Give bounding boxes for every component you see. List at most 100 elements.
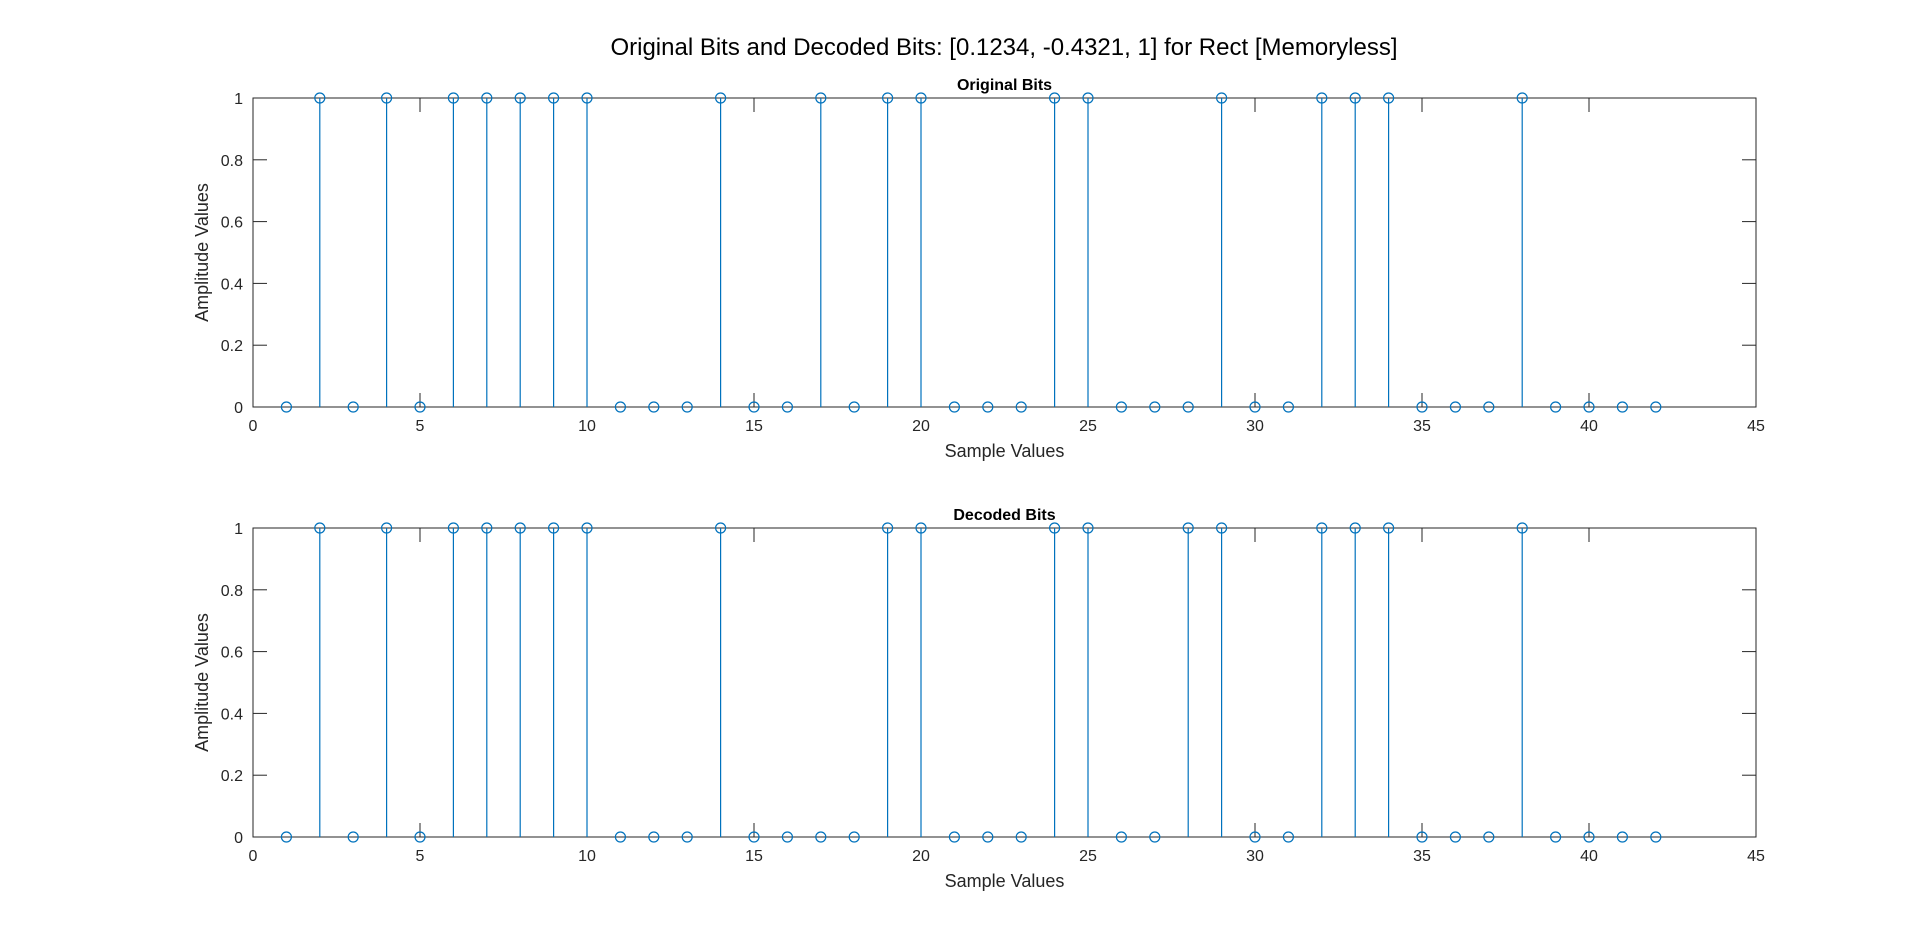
x-axis-label: Sample Values xyxy=(945,441,1065,461)
stem-marker xyxy=(1082,92,1094,104)
stem-marker xyxy=(581,92,593,104)
stem-marker xyxy=(1115,831,1128,843)
stem-marker xyxy=(1249,831,1261,843)
stem-marker xyxy=(781,831,794,843)
stem-marker xyxy=(514,92,526,104)
stem-marker xyxy=(815,831,827,843)
stem-marker xyxy=(1650,831,1662,843)
stem-marker xyxy=(648,831,660,843)
y-tick-label: 0.4 xyxy=(221,276,243,293)
stem-marker xyxy=(648,401,660,413)
y-tick-label: 0.6 xyxy=(221,645,243,662)
stem-marker xyxy=(1516,522,1528,534)
stem-marker xyxy=(347,401,359,413)
stem-marker xyxy=(915,522,927,534)
subplot-title: Decoded Bits xyxy=(953,507,1055,524)
x-tick-label: 40 xyxy=(1580,848,1598,865)
subplot-title: Original Bits xyxy=(957,77,1052,94)
stem-marker xyxy=(1015,831,1027,843)
stem-marker xyxy=(1483,401,1495,413)
y-tick-label: 0.8 xyxy=(221,583,243,600)
stem-marker xyxy=(1282,401,1295,413)
stem-marker xyxy=(381,522,393,534)
stem-marker xyxy=(381,92,393,104)
stem-marker xyxy=(1382,522,1395,534)
stem-marker xyxy=(781,401,794,413)
y-tick-label: 0.2 xyxy=(221,768,243,785)
stem-marker xyxy=(1215,522,1228,534)
x-tick-label: 0 xyxy=(249,848,258,865)
stem-marker xyxy=(447,522,459,534)
y-tick-label: 1 xyxy=(234,521,243,538)
stem-marker xyxy=(1483,831,1495,843)
stem-marker xyxy=(614,401,627,413)
x-tick-label: 25 xyxy=(1079,418,1097,435)
x-tick-label: 15 xyxy=(745,418,763,435)
stem-marker xyxy=(1048,92,1061,104)
stem-marker xyxy=(1616,831,1629,843)
stem-marker xyxy=(1416,401,1428,413)
stem-marker xyxy=(848,831,860,843)
x-tick-label: 35 xyxy=(1413,848,1431,865)
stem-marker xyxy=(1416,831,1428,843)
stem-marker xyxy=(547,522,560,534)
stem-marker xyxy=(1149,831,1161,843)
stem-marker xyxy=(1650,401,1662,413)
stem-marker xyxy=(1349,522,1361,534)
x-tick-label: 15 xyxy=(745,848,763,865)
x-axis-label: Sample Values xyxy=(945,871,1065,891)
stem-marker xyxy=(1316,522,1328,534)
stem-marker xyxy=(848,401,860,413)
stem-marker xyxy=(1449,831,1462,843)
stem-marker xyxy=(881,92,894,104)
stem-marker xyxy=(681,401,693,413)
stem-marker xyxy=(347,831,359,843)
stem-marker xyxy=(1149,401,1161,413)
y-tick-label: 1 xyxy=(234,91,243,108)
stem-marker xyxy=(581,522,593,534)
stem-marker xyxy=(1048,522,1061,534)
x-tick-label: 30 xyxy=(1246,848,1264,865)
x-tick-label: 0 xyxy=(249,418,258,435)
stem-marker xyxy=(280,831,292,843)
stem-marker xyxy=(714,522,727,534)
x-tick-label: 20 xyxy=(912,418,930,435)
y-tick-label: 0 xyxy=(234,400,243,417)
x-tick-label: 20 xyxy=(912,848,930,865)
stem-marker xyxy=(915,92,927,104)
stem-marker xyxy=(1382,92,1395,104)
stem-marker xyxy=(982,401,994,413)
stem-marker xyxy=(881,522,894,534)
stem-marker xyxy=(1015,401,1027,413)
subplot-original-bits: Original Bits 0 5 10 15 20 25 30 35 40 45 0 0.2 0.4 0.… xyxy=(192,77,1765,461)
stem-marker xyxy=(1215,92,1228,104)
x-tick-label: 25 xyxy=(1079,848,1097,865)
stem-marker xyxy=(1282,831,1295,843)
stem-marker xyxy=(1449,401,1462,413)
y-axis-label: Amplitude Values xyxy=(192,183,212,322)
stem-marker xyxy=(1182,522,1194,534)
stem-marker xyxy=(1115,401,1128,413)
axes-box xyxy=(252,97,1757,408)
subplot-decoded-bits: Decoded Bits 0 5 10 15 20 25 30 35 40 45 0 0.2 0.4 0.6… xyxy=(192,507,1765,891)
stem-marker xyxy=(1182,401,1194,413)
stem-marker xyxy=(514,522,526,534)
stem-marker xyxy=(1249,401,1261,413)
stem-marker xyxy=(414,831,426,843)
stem-marker xyxy=(1349,92,1361,104)
x-tick-label: 10 xyxy=(578,418,596,435)
stem-marker xyxy=(1583,831,1595,843)
x-tick-label: 5 xyxy=(416,418,425,435)
x-tick-label: 40 xyxy=(1580,418,1598,435)
stem-marker xyxy=(1583,401,1595,413)
stem-marker xyxy=(447,92,459,104)
y-tick-label: 0.8 xyxy=(221,153,243,170)
y-tick-label: 0.2 xyxy=(221,338,243,355)
stem-marker xyxy=(948,831,961,843)
y-tick-label: 0.6 xyxy=(221,215,243,232)
axes-box xyxy=(252,527,1757,838)
x-tick-label: 30 xyxy=(1246,418,1264,435)
stem-marker xyxy=(815,92,827,104)
stem-marker xyxy=(681,831,693,843)
